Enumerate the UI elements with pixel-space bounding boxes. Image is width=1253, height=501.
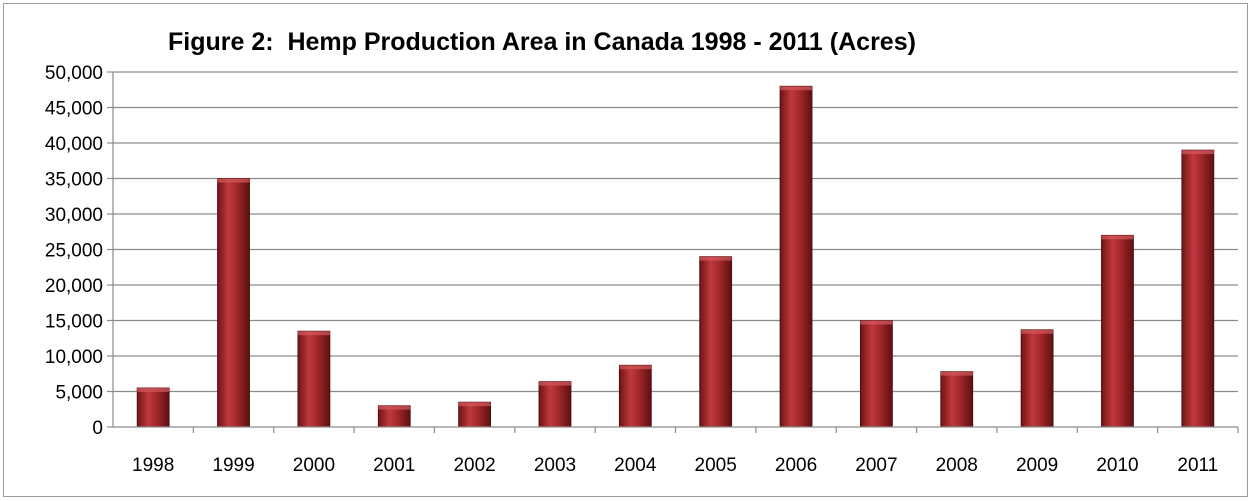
x-tick-label: 2003 bbox=[534, 455, 576, 476]
bar bbox=[779, 85, 813, 428]
bar-top-highlight bbox=[619, 365, 652, 370]
bar-top-highlight bbox=[1101, 235, 1134, 240]
bar-1998 bbox=[136, 387, 170, 428]
bar bbox=[217, 178, 250, 428]
bar-2001 bbox=[377, 405, 411, 428]
bar bbox=[297, 330, 331, 428]
y-tick-label: 35,000 bbox=[45, 170, 103, 191]
bar-top-highlight bbox=[217, 178, 250, 183]
bar bbox=[538, 381, 572, 428]
y-axis-tick-labels: 0 5,000 10,000 15,000 20,000 25,000 30,000 35,0… bbox=[45, 63, 103, 439]
bar-2010 bbox=[1101, 234, 1134, 428]
bar-top-highlight bbox=[137, 387, 170, 392]
bar bbox=[458, 401, 492, 428]
y-tick-label: 25,000 bbox=[45, 241, 103, 262]
bar bbox=[1181, 149, 1215, 428]
bar-top-highlight bbox=[378, 405, 411, 410]
bar bbox=[940, 371, 974, 428]
bar-2005 bbox=[699, 256, 733, 428]
bar bbox=[1101, 234, 1134, 428]
bar bbox=[618, 364, 652, 428]
x-tick-label: 2006 bbox=[775, 455, 817, 476]
x-tick-label: 2009 bbox=[1016, 455, 1058, 476]
x-tick-label: 2000 bbox=[293, 455, 335, 476]
bar-2011 bbox=[1181, 149, 1215, 428]
x-tick-label: 1998 bbox=[132, 455, 174, 476]
bar-top-highlight bbox=[860, 320, 893, 325]
x-tick-label: 2005 bbox=[695, 455, 737, 476]
axes bbox=[112, 72, 1239, 433]
x-axis-tick-labels: 1998 1999 2000 2001 2002 2003 2004 2005 2006 2007… bbox=[132, 455, 1218, 476]
bar-top-highlight bbox=[458, 402, 491, 407]
x-tick-label: 2011 bbox=[1177, 455, 1218, 476]
y-tick-label: 0 bbox=[92, 418, 103, 439]
x-tick-label: 2001 bbox=[373, 455, 415, 476]
bar-2007 bbox=[859, 320, 893, 428]
bar-2008 bbox=[940, 371, 974, 428]
bar bbox=[859, 320, 893, 428]
bar-2009 bbox=[1020, 329, 1054, 428]
y-tick-label: 20,000 bbox=[45, 276, 103, 297]
x-tick-label: 2002 bbox=[453, 455, 495, 476]
bar-top-highlight bbox=[940, 371, 973, 376]
y-tick-label: 30,000 bbox=[45, 205, 103, 226]
bar-2004 bbox=[618, 364, 652, 428]
y-tick-label: 45,000 bbox=[45, 99, 103, 120]
y-tick-label: 5,000 bbox=[55, 383, 103, 404]
y-tick-label: 15,000 bbox=[45, 312, 103, 333]
x-tick-label: 2007 bbox=[855, 455, 897, 476]
bar-top-highlight bbox=[297, 331, 330, 336]
x-tick-label: 2004 bbox=[614, 455, 657, 476]
bar-top-highlight bbox=[1181, 150, 1214, 155]
bar-2002 bbox=[458, 401, 492, 428]
bar bbox=[699, 256, 733, 428]
y-tick-label: 40,000 bbox=[45, 134, 103, 155]
bar-2006 bbox=[779, 85, 813, 428]
bar bbox=[1020, 329, 1054, 428]
x-tick-label: 1999 bbox=[212, 455, 254, 476]
y-tick-label: 50,000 bbox=[45, 63, 103, 84]
bars bbox=[136, 85, 1215, 428]
bar bbox=[136, 387, 170, 428]
bar-top-highlight bbox=[538, 381, 571, 386]
bar-2000 bbox=[297, 330, 331, 428]
bar-1999 bbox=[217, 178, 250, 428]
y-tick-label: 10,000 bbox=[45, 347, 103, 368]
bar-2003 bbox=[538, 381, 572, 428]
gridlines bbox=[107, 71, 1238, 428]
chart-title: Figure 2: Hemp Production Area in Canada… bbox=[168, 28, 916, 56]
bar-top-highlight bbox=[780, 86, 813, 91]
x-tick-label: 2008 bbox=[936, 455, 978, 476]
bar-top-highlight bbox=[699, 256, 732, 261]
bar-top-highlight bbox=[1021, 329, 1054, 334]
x-tick-label: 2010 bbox=[1096, 455, 1138, 476]
